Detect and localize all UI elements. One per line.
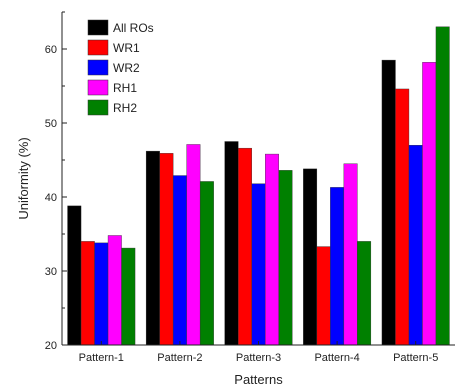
bar-wr2-pattern-3	[251, 183, 266, 346]
bar-rh1-pattern-3	[265, 153, 279, 346]
bar-all-ros-pattern-4	[303, 168, 318, 346]
bar-rh1-pattern-2	[186, 144, 201, 346]
x-tick-label: Pattern-3	[236, 352, 281, 364]
legend-swatch-rh2	[87, 99, 109, 116]
y-tick-label: 20	[45, 340, 57, 352]
bar-rh2-pattern-3	[278, 170, 293, 346]
bar-rh1-pattern-4	[343, 163, 358, 346]
legend-label-rh2: RH2	[113, 101, 137, 115]
legend-swatch-rh1	[87, 79, 109, 96]
legend-swatch-wr2	[87, 59, 109, 76]
legend-swatch-wr1	[87, 39, 109, 56]
y-tick-label: 40	[45, 192, 57, 204]
legend-label-wr2: WR2	[113, 61, 140, 75]
bar-rh2-pattern-2	[199, 181, 214, 346]
x-tick-label: Pattern-4	[314, 352, 359, 364]
bar-rh1-pattern-1	[107, 235, 122, 346]
legend-label-rh1: RH1	[113, 81, 137, 95]
y-axis-title: Uniformity (%)	[16, 137, 31, 219]
bar-all-ros-pattern-1	[67, 205, 82, 346]
bar-rh1-pattern-5	[422, 62, 437, 346]
bar-wr1-pattern-3	[238, 147, 252, 346]
x-axis-title: Patterns	[234, 372, 283, 387]
bar-wr1-pattern-4	[316, 246, 331, 346]
y-tick-label: 30	[45, 266, 57, 278]
bar-rh2-pattern-1	[121, 247, 136, 346]
legend: All ROs WR1 WR2 RH1 RH2	[87, 19, 154, 116]
legend-label-wr1: WR1	[113, 41, 140, 55]
bar-all-ros-pattern-3	[224, 141, 239, 346]
bar-wr2-pattern-4	[330, 187, 345, 346]
bar-all-ros-pattern-5	[381, 59, 396, 346]
bar-rh2-pattern-4	[357, 241, 372, 346]
bar-wr2-pattern-2	[172, 175, 187, 346]
legend-swatch-all-ros	[87, 19, 109, 36]
x-ticks: Pattern-1 Pattern-2 Pattern-3 Pattern-4 Patt…	[79, 341, 438, 364]
y-ticks: 20 30 40 50 60	[45, 11, 67, 352]
bar-wr1-pattern-5	[395, 88, 410, 346]
legend-label-all-ros: All ROs	[113, 21, 154, 35]
y-tick-label: 50	[45, 118, 57, 130]
x-tick-label: Pattern-2	[157, 352, 202, 364]
y-tick-label: 60	[45, 44, 57, 56]
x-tick-label: Pattern-1	[79, 352, 124, 364]
bar-wr2-pattern-5	[408, 144, 423, 346]
bar-wr1-pattern-1	[80, 241, 95, 346]
bar-wr1-pattern-2	[159, 153, 174, 346]
bars-layer	[67, 26, 450, 346]
bar-rh2-pattern-5	[435, 26, 450, 346]
bar-wr2-pattern-1	[94, 242, 109, 346]
bar-all-ros-pattern-2	[145, 150, 160, 346]
x-tick-label: Pattern-5	[393, 352, 438, 364]
